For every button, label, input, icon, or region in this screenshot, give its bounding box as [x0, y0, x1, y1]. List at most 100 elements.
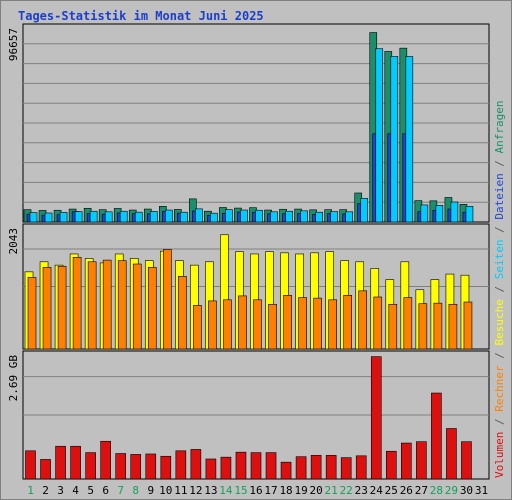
bar-volumen-day-14: [220, 456, 232, 480]
bar-seiten-day-24: [375, 48, 384, 223]
x-tick-label: 20: [310, 484, 323, 497]
bar-volumen-day-8: [130, 454, 142, 480]
x-tick-label: 13: [204, 484, 217, 497]
legend-item-besuche: Besuche: [493, 299, 506, 345]
bar-rechner-day-13: [208, 300, 217, 350]
x-tick-label: 27: [415, 484, 428, 497]
bar-volumen-day-18: [280, 461, 292, 480]
bar-seiten-day-3: [59, 212, 68, 223]
bar-rechner-day-28: [433, 302, 443, 350]
bar-rechner-day-3: [57, 265, 67, 350]
bar-seiten-day-2: [44, 212, 53, 223]
x-tick-label: 30: [460, 484, 473, 497]
bar-volumen-day-12: [190, 449, 202, 480]
bar-volumen-day-21: [325, 455, 337, 480]
bar-seiten-day-20: [315, 211, 323, 223]
bar-seiten-day-6: [104, 211, 113, 223]
bar-volumen-day-17: [265, 452, 277, 480]
bar-volumen-day-15: [235, 451, 247, 480]
bar-seiten-day-11: [180, 211, 188, 223]
bar-seiten-day-29: [450, 201, 459, 223]
bar-rechner-day-16: [253, 299, 262, 350]
bar-rechner-day-6: [102, 259, 112, 350]
bar-rechner-day-30: [463, 301, 473, 350]
bar-rechner-day-23: [358, 290, 368, 350]
legend-item-dateien: Dateien: [493, 173, 506, 219]
bar-rechner-day-17: [268, 303, 277, 350]
x-tick-label: 12: [189, 484, 202, 497]
bar-rechner-day-2: [42, 267, 52, 350]
bar-volumen-day-6: [100, 440, 111, 480]
bar-volumen-day-2: [40, 459, 51, 480]
bar-seiten-day-23: [360, 197, 369, 223]
x-tick-label: 8: [132, 484, 139, 497]
x-tick-label: 31: [475, 484, 488, 497]
bar-seiten-day-7: [119, 210, 128, 223]
bar-rechner-day-8: [132, 263, 142, 350]
x-tick-label: 19: [294, 484, 307, 497]
bar-rechner-day-5: [87, 261, 97, 350]
bar-seiten-day-9: [149, 211, 158, 223]
bar-seiten-day-21: [330, 211, 338, 223]
x-tick-label: 23: [355, 484, 368, 497]
x-tick-label: 25: [385, 484, 398, 497]
bar-seiten-day-10: [165, 209, 173, 223]
bar-seiten-day-19: [300, 210, 308, 223]
x-tick-label: 1: [27, 484, 34, 497]
bar-volumen-day-29: [446, 428, 457, 480]
bar-seiten-day-28: [435, 205, 444, 223]
bar-volumen-day-30: [461, 441, 472, 480]
x-tick-label: 22: [340, 484, 353, 497]
bar-rechner-day-26: [403, 297, 413, 350]
x-tick-label: 7: [117, 484, 124, 497]
bar-rechner-day-11: [178, 276, 187, 350]
legend-item-volumen: Volumen: [493, 432, 506, 478]
x-tick-label: 11: [174, 484, 187, 497]
bar-volumen-day-28: [431, 392, 442, 480]
bar-seiten-day-15: [240, 209, 248, 223]
bar-volumen-day-23: [355, 455, 367, 480]
x-tick-label: 2: [42, 484, 49, 497]
bar-rechner-day-22: [343, 295, 352, 350]
bar-seiten-day-17: [270, 211, 278, 223]
bar-seiten-day-18: [285, 210, 293, 223]
bar-seiten-day-13: [210, 212, 218, 223]
bar-rechner-day-21: [328, 299, 337, 350]
legend-item-anfragen: Anfragen: [493, 100, 506, 153]
x-tick-label: 14: [219, 484, 233, 497]
x-tick-label: 21: [325, 484, 338, 497]
bar-volumen-day-11: [175, 450, 187, 480]
legend-item-rechner: Rechner: [493, 365, 506, 412]
x-tick-label: 6: [102, 484, 109, 497]
bar-seiten-day-30: [465, 206, 474, 223]
bar-rechner-day-9: [147, 267, 157, 350]
legend-separator: /: [493, 346, 506, 366]
bar-seiten-day-5: [89, 210, 98, 223]
bar-seiten-day-22: [345, 211, 353, 223]
bar-rechner-day-20: [313, 297, 322, 350]
x-tick-label: 9: [147, 484, 154, 497]
bar-volumen-day-9: [145, 453, 157, 480]
bar-seiten-day-14: [225, 209, 233, 223]
chart-title: Tages-Statistik im Monat Juni 2025: [18, 9, 264, 23]
bar-rechner-day-12: [193, 305, 202, 350]
x-tick-label: 18: [279, 484, 292, 497]
bar-rechner-day-18: [283, 295, 292, 350]
x-tick-label: 10: [159, 484, 172, 497]
bar-volumen-day-7: [115, 453, 127, 480]
bar-rechner-day-1: [27, 277, 37, 350]
legend-separator: /: [493, 220, 506, 240]
x-tick-label: 26: [400, 484, 413, 497]
bar-seiten-day-12: [195, 208, 203, 223]
bar-volumen-day-1: [25, 450, 36, 480]
bar-volumen-day-16: [250, 452, 262, 480]
bar-rechner-day-10: [163, 249, 172, 350]
bar-volumen-day-4: [70, 445, 81, 480]
bar-volumen-day-20: [310, 455, 322, 480]
bar-rechner-day-25: [388, 303, 398, 350]
legend-separator: /: [493, 412, 506, 432]
bar-volumen-day-5: [85, 452, 96, 480]
bar-volumen-day-22: [340, 457, 352, 480]
bar-rechner-day-27: [418, 303, 428, 350]
